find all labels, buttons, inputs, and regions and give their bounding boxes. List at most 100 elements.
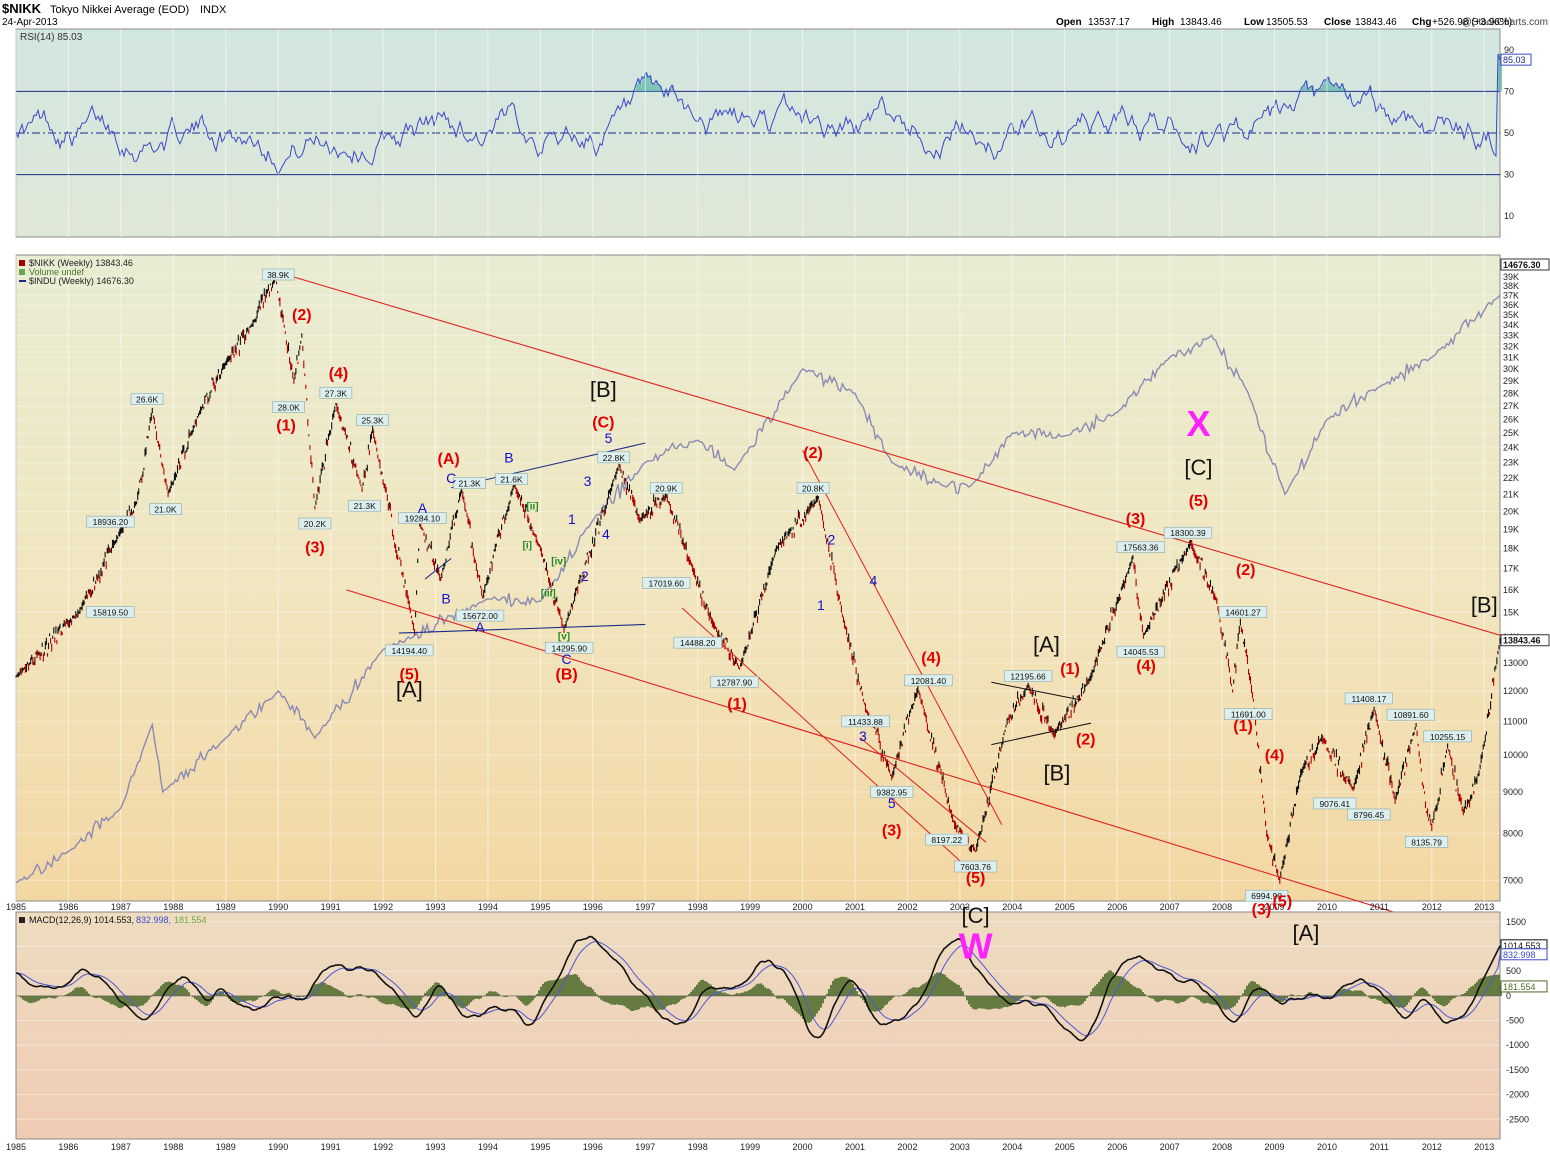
exchange: INDX (200, 4, 227, 16)
trend-line (802, 450, 1003, 825)
wave-label-blue: 2 (581, 568, 589, 584)
price-label-box (925, 833, 969, 846)
price-label-box (597, 451, 631, 464)
price-label: 18300.39 (1170, 528, 1206, 538)
year-label: 2005 (1055, 902, 1075, 912)
price-tick-label: 19K (1503, 524, 1519, 534)
year-label-bottom: 1989 (216, 1142, 236, 1152)
trend-line (681, 607, 961, 862)
price-label-box (86, 606, 135, 618)
year-label: 1986 (58, 902, 78, 912)
price-label-box (1116, 541, 1165, 553)
price-label-box (1003, 670, 1053, 682)
close-value: 13843.46 (1355, 17, 1397, 28)
wave-label-blue: 2 (828, 532, 836, 548)
year-label: 2001 (845, 902, 865, 912)
wave-label-blue: C (562, 651, 572, 667)
price-label-box (298, 517, 332, 530)
wave-label-red: (3) (305, 539, 325, 556)
year-label: 2013 (1474, 902, 1494, 912)
wave-label-blue: B (504, 449, 513, 465)
price-label: 9076.41 (1319, 799, 1350, 809)
price-label: 17563.36 (1123, 543, 1159, 553)
year-label: 1996 (583, 902, 603, 912)
year-label-bottom: 1999 (740, 1142, 760, 1152)
macd-signal-label: 832.998, (136, 915, 171, 925)
wave-label-red: (5) (400, 666, 420, 683)
price-label: 8135.79 (1411, 837, 1442, 847)
wave-label-black: [A] (1293, 920, 1320, 945)
wave-label-blue: A (418, 500, 428, 516)
price-label-box (398, 512, 447, 524)
price-label: 28.0K (278, 402, 301, 412)
wave-label-green: [ii] (526, 502, 538, 513)
price-label-box (710, 675, 759, 688)
wave-label-black: [A] (396, 677, 423, 702)
high-label: High (1152, 17, 1174, 28)
year-label: 2004 (1002, 902, 1022, 912)
price-tick-label: 17K (1503, 564, 1519, 574)
macd-tick-label: -2000 (1506, 1090, 1529, 1100)
price-label: 12787.90 (717, 677, 753, 687)
year-label-bottom: 1986 (58, 1142, 78, 1152)
price-label: 14601.27 (1225, 608, 1261, 618)
price-label-box (673, 636, 722, 649)
price-label-box (272, 401, 305, 413)
wave-label-red: (3) (882, 823, 902, 840)
rsi-layer (15, 53, 1502, 177)
price-label-box (1163, 526, 1213, 539)
price-tick-label: 15K (1503, 608, 1519, 618)
price-tick-label: 36K (1503, 300, 1519, 310)
macd-last-value: 1014.553 (1503, 941, 1541, 951)
wave-label-red: (2) (1236, 562, 1256, 579)
rsi-tick-label: 10 (1504, 211, 1514, 221)
wave-label-blue: B (441, 590, 450, 606)
price-label-box (796, 482, 830, 494)
wave-label-blue: 5 (605, 430, 613, 446)
year-label-bottom: 1993 (425, 1142, 445, 1152)
nikk-last-value: 13843.46 (1503, 636, 1541, 646)
macd-tick-label: -1000 (1506, 1040, 1529, 1050)
price-tick-label: 12000 (1503, 686, 1528, 696)
channel-line (278, 271, 1506, 638)
year-label: 2002 (897, 902, 917, 912)
macd-tick-label: 0 (1506, 991, 1511, 1001)
wave-label-red: (C) (592, 414, 614, 431)
price-label: 20.2K (304, 519, 327, 529)
year-label: 1994 (478, 902, 498, 912)
price-tick-label: 21K (1503, 489, 1519, 499)
price-tick-label: 31K (1503, 352, 1519, 362)
year-label: 2003 (950, 902, 970, 912)
year-label: 1991 (321, 902, 341, 912)
year-label: 1998 (688, 902, 708, 912)
price-label-box (149, 503, 182, 516)
year-label: 1999 (740, 902, 760, 912)
wave-label-black: [C] (962, 903, 990, 928)
price-label: 22.8K (603, 453, 626, 463)
price-tick-label: 22K (1503, 473, 1519, 483)
rsi-last-value: 85.03 (1503, 55, 1526, 65)
macd-swatch (19, 917, 25, 923)
indu-last-value: 14676.30 (1503, 260, 1541, 270)
wave-label-red: (1) (1060, 661, 1080, 678)
macd-tick-label: -2500 (1506, 1114, 1529, 1124)
year-label-bottom: 2007 (1160, 1142, 1180, 1152)
symbol: $NIKK (2, 1, 42, 16)
price-label-box (86, 515, 135, 528)
macd-hist-last-box (1500, 980, 1548, 993)
price-label: 14488.20 (680, 638, 716, 648)
macd-hist-label: 181.554 (174, 915, 207, 925)
wave-label-red: (1) (1233, 718, 1253, 735)
wave-label-green: [i] (523, 540, 532, 551)
price-label: 11408.17 (1351, 694, 1386, 704)
open-label: Open (1056, 17, 1082, 28)
rsi-line (15, 53, 1501, 177)
price-tick-label: 10000 (1503, 750, 1528, 760)
year-label: 2012 (1422, 902, 1442, 912)
price-tick-label: 32K (1503, 341, 1519, 351)
year-label: 1989 (216, 902, 236, 912)
price-label: 8796.45 (1354, 810, 1385, 820)
price-legend: $NIKK (Weekly) 13843.46 Volume undef $IN… (19, 258, 134, 286)
wave-label-red: (4) (1136, 658, 1156, 675)
wave-label-red: (1) (276, 417, 296, 434)
